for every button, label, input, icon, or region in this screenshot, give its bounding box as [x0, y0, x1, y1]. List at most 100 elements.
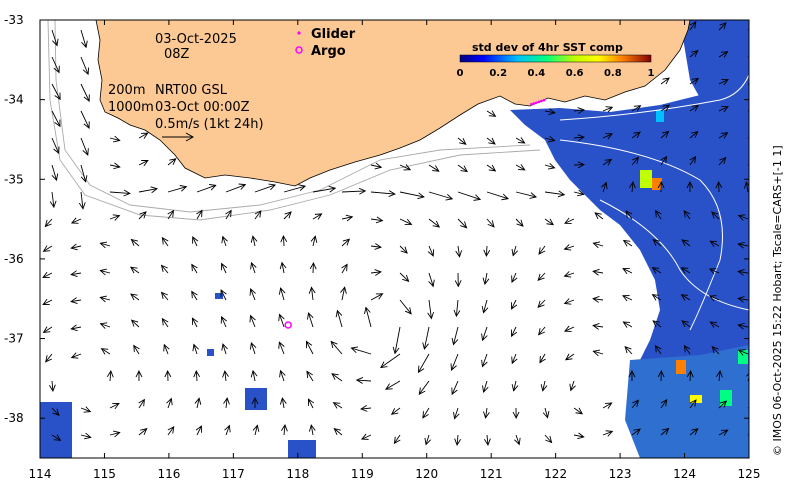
glider-track-point[interactable]	[540, 99, 543, 103]
velocity-arrow	[481, 353, 488, 368]
argo-float-marker[interactable]	[284, 321, 292, 329]
velocity-arrow	[308, 424, 316, 436]
velocity-arrow	[191, 290, 198, 301]
velocity-arrow	[544, 108, 556, 116]
velocity-arrow	[80, 83, 90, 103]
velocity-arrow	[70, 297, 82, 305]
velocity-arrow	[80, 110, 90, 129]
glider-track-point[interactable]	[535, 101, 538, 104]
velocity-arrow	[340, 286, 347, 301]
sst-hotspot-7	[656, 110, 664, 122]
velocity-arrow	[51, 29, 59, 47]
velocity-arrow	[564, 217, 575, 224]
velocity-arrow	[225, 183, 247, 193]
velocity-arrow	[370, 293, 384, 301]
y-tick-label: -38	[4, 411, 24, 425]
velocity-arrow	[160, 291, 169, 301]
velocity-arrow	[484, 434, 491, 446]
velocity-arrow	[689, 399, 697, 409]
velocity-arrow	[565, 353, 575, 361]
glider-legend-label: Glider	[311, 27, 356, 42]
glider-track-point[interactable]	[532, 102, 536, 105]
velocity-arrow	[330, 340, 343, 355]
velocity-arrow	[592, 349, 604, 357]
velocity-arrow	[486, 110, 497, 117]
velocity-arrow	[428, 218, 441, 228]
velocity-arrow	[511, 299, 518, 310]
colorbar-tick-label: 0.8	[604, 68, 622, 79]
velocity-arrow	[195, 425, 202, 436]
velocity-arrow	[278, 313, 285, 328]
sst-patch-small-2	[288, 440, 316, 458]
velocity-arrow	[250, 235, 258, 247]
velocity-arrow	[686, 370, 694, 382]
velocity-arrow	[99, 241, 111, 249]
velocity-arrow	[341, 263, 348, 274]
velocity-arrow	[631, 131, 641, 139]
velocity-arrow	[278, 341, 285, 355]
velocity-arrow	[450, 353, 459, 372]
velocity-arrow	[592, 296, 604, 303]
colorbar-tick-label: 1	[648, 68, 655, 79]
velocity-arrow	[454, 272, 462, 288]
velocity-arrow	[51, 83, 61, 101]
velocity-arrow	[222, 370, 229, 382]
sst-hotspot-6	[738, 350, 748, 364]
velocity-arrow	[622, 295, 633, 302]
velocity-arrow	[167, 158, 177, 166]
velocity-arrow	[80, 406, 92, 413]
velocity-arrow	[51, 407, 60, 417]
velocity-arrow	[711, 345, 720, 355]
velocity-arrow	[335, 309, 343, 328]
velocity-arrow	[333, 428, 343, 436]
velocity-arrow	[654, 344, 662, 355]
velocity-arrow	[80, 137, 89, 156]
velocity-arrow	[399, 191, 425, 200]
velocity-arrow	[453, 299, 461, 318]
x-tick-label: 120	[415, 467, 438, 481]
velocity-arrow	[573, 407, 584, 415]
velocity-arrow	[511, 245, 519, 257]
velocity-arrow	[718, 22, 727, 31]
velocity-arrow	[49, 380, 56, 392]
velocity-arrow	[305, 340, 314, 355]
x-tick-label: 121	[480, 467, 503, 481]
velocity-arrow	[138, 132, 149, 139]
velocity-arrow	[540, 380, 548, 392]
velocity-arrow	[138, 398, 145, 409]
velocity-arrow	[563, 271, 575, 278]
velocity-arrow	[393, 434, 401, 445]
velocity-arrow	[544, 190, 566, 198]
colorbar-tick-label: 0.6	[566, 68, 584, 79]
velocity-arrow	[385, 380, 401, 390]
velocity-arrow	[283, 211, 292, 220]
velocity-arrows	[42, 21, 749, 446]
velocity-arrow	[454, 434, 461, 446]
velocity-arrow	[196, 184, 217, 193]
velocity-arrow	[718, 79, 729, 86]
velocity-arrow	[109, 189, 131, 197]
glider-track-point[interactable]	[530, 102, 533, 106]
velocity-arrow	[592, 323, 604, 330]
velocity-arrow	[622, 321, 633, 328]
velocity-arrow	[622, 268, 633, 275]
velocity-arrow	[194, 397, 202, 409]
velocity-arrow	[515, 164, 526, 171]
glider-track-point[interactable]	[537, 100, 541, 104]
date-label: 03-Oct-2025	[155, 32, 237, 47]
colorbar-title: std dev of 4hr SST comp	[472, 41, 623, 54]
velocity-arrow	[515, 218, 524, 227]
velocity-arrow	[569, 380, 576, 392]
velocity-arrow	[428, 272, 435, 288]
velocity-arrow	[422, 326, 430, 350]
sst-hotspot-3	[676, 360, 686, 374]
velocity-arrow	[106, 370, 114, 382]
velocity-arrow	[135, 369, 143, 382]
timestamp-label: 03-Oct 00:00Z	[155, 100, 250, 115]
velocity-arrow	[592, 241, 604, 249]
velocity-arrow	[483, 407, 490, 419]
velocity-arrow	[109, 135, 121, 143]
velocity-arrow	[601, 181, 608, 193]
velocity-arrow	[655, 209, 662, 220]
glider-track-point[interactable]	[542, 98, 546, 102]
